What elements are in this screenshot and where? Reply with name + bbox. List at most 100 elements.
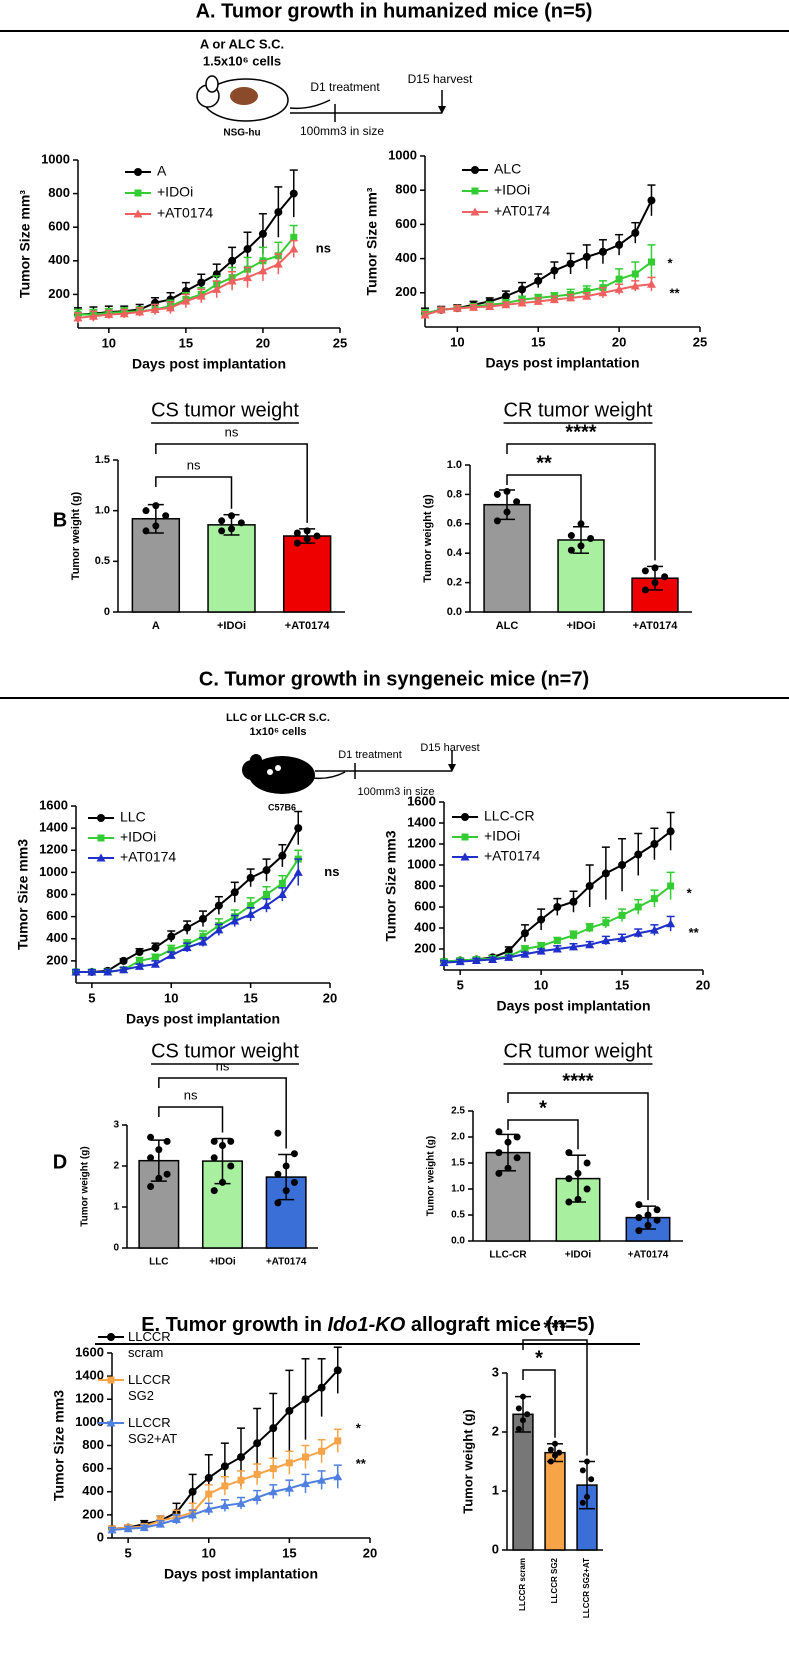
data-point <box>219 1142 226 1149</box>
data-point <box>493 490 501 498</box>
y-tick-label: 0 <box>492 1541 499 1556</box>
comparison-bracket <box>507 1119 579 1150</box>
data-point <box>651 579 659 587</box>
data-point <box>228 512 235 520</box>
x-tick-label: +AT0174 <box>628 1250 669 1261</box>
y-tick-label: 1400 <box>407 814 436 829</box>
point <box>135 948 144 957</box>
x-tick-label: LLC <box>149 1257 168 1268</box>
y-tick-label: 400 <box>395 250 417 265</box>
data-point <box>293 529 301 537</box>
data-point <box>152 502 160 510</box>
point <box>246 873 255 882</box>
y-axis-label: Tumor Size mm3 <box>51 1390 67 1501</box>
point <box>155 1519 165 1528</box>
annotation: * <box>356 1420 362 1435</box>
point <box>277 890 287 898</box>
x-tick-label: 10 <box>202 1545 216 1560</box>
point <box>104 310 114 319</box>
comparison-bracket <box>522 1369 556 1438</box>
y-tick-label: 1.5 <box>451 1158 465 1169</box>
point <box>135 961 144 970</box>
legend-label: LLC <box>120 809 146 825</box>
point <box>566 293 576 302</box>
data-point <box>635 1214 643 1222</box>
y-axis-label: Tumor weight (g) <box>426 1136 437 1216</box>
point <box>601 936 611 945</box>
point <box>166 950 176 959</box>
legend-label: +IDOi <box>494 182 530 198</box>
data-point <box>588 1476 595 1483</box>
legend-swatch <box>133 209 143 218</box>
point <box>228 256 237 265</box>
y-axis-label: Tumor Size mm³ <box>17 190 33 298</box>
section-title: A. Tumor growth in humanized mice (n=5) <box>196 0 593 22</box>
point <box>650 895 658 903</box>
point <box>436 305 446 314</box>
data-point <box>142 507 150 515</box>
y-tick-label: 1200 <box>407 835 436 850</box>
x-tick-label: 15 <box>179 335 193 350</box>
point <box>582 291 592 300</box>
y-tick-label: 0.0 <box>447 606 462 618</box>
x-tick-label: +AT0174 <box>285 620 331 632</box>
y-tick-label: 1200 <box>39 842 68 857</box>
data-point <box>163 1170 171 1178</box>
point <box>667 882 675 890</box>
legend-swatch <box>471 187 479 195</box>
y-tick-label: 3 <box>492 1364 499 1379</box>
point <box>602 919 610 927</box>
data-point <box>293 539 301 547</box>
point <box>488 955 498 963</box>
x-axis-label: Days post implantation <box>164 1566 318 1582</box>
point <box>537 915 546 924</box>
point <box>136 957 143 965</box>
data-point <box>565 1175 573 1183</box>
bar <box>207 524 256 613</box>
point <box>615 240 624 249</box>
point <box>252 1493 262 1502</box>
point <box>570 931 577 939</box>
y-tick-label: 3 <box>113 1120 119 1131</box>
x-tick-label: LLCCR SG2+AT <box>582 1558 591 1618</box>
point <box>198 937 208 946</box>
y-tick-label: 600 <box>395 216 417 231</box>
annotation: ns <box>316 240 331 255</box>
point <box>521 945 529 953</box>
y-tick-label: 1400 <box>75 1368 104 1383</box>
x-tick-label: +IDOi <box>209 1257 236 1268</box>
point <box>517 298 527 307</box>
schematic-text: A or ALC S.C. <box>200 36 284 51</box>
data-point <box>547 1458 554 1465</box>
point <box>150 305 160 314</box>
schematic-text: C57B6 <box>268 802 296 812</box>
data-point <box>520 1417 526 1424</box>
y-tick-label: 400 <box>48 252 70 267</box>
annotation: ** <box>356 1456 367 1471</box>
legend-swatch <box>461 833 469 841</box>
data-point <box>552 1440 558 1447</box>
y-tick-label: 0.4 <box>447 547 463 559</box>
legend-swatch <box>97 814 105 822</box>
point <box>585 940 595 949</box>
point <box>199 914 207 923</box>
legend-swatch <box>471 166 479 174</box>
legend-swatch <box>134 189 142 197</box>
point <box>285 1459 293 1467</box>
point <box>598 247 607 256</box>
data-point <box>147 1133 155 1141</box>
bar <box>131 518 181 613</box>
data-point <box>504 1164 512 1172</box>
data-point <box>282 1187 290 1195</box>
data-point <box>641 586 649 594</box>
y-tick-label: 1600 <box>39 797 68 812</box>
point <box>247 902 255 910</box>
data-point <box>228 525 235 533</box>
x-tick-label: 10 <box>534 977 548 992</box>
point <box>289 244 299 253</box>
annotation: * <box>667 255 673 270</box>
point <box>274 208 283 217</box>
data-point <box>274 1199 282 1207</box>
x-tick-label: 5 <box>125 1545 132 1560</box>
data-point <box>495 1169 503 1177</box>
